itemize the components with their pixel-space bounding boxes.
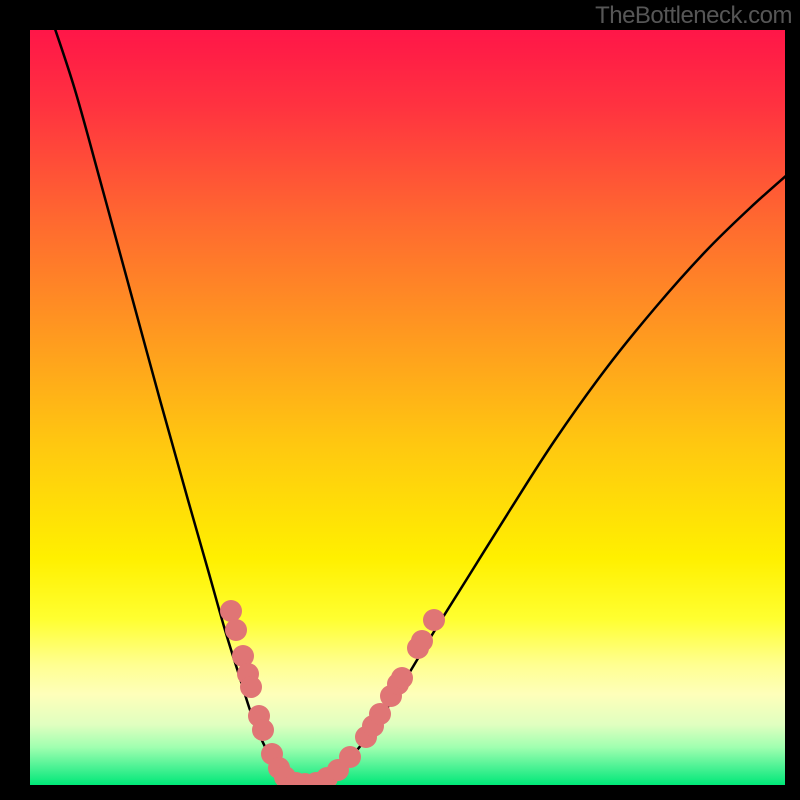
- data-dot: [391, 667, 413, 689]
- data-dot: [225, 619, 247, 641]
- chart-frame: TheBottleneck.com: [0, 0, 800, 800]
- data-dot: [423, 609, 445, 631]
- data-dot: [240, 676, 262, 698]
- data-dot: [252, 719, 274, 741]
- data-dot: [220, 600, 242, 622]
- data-dot: [411, 630, 433, 652]
- plot-svg: [30, 30, 785, 785]
- data-dot: [339, 746, 361, 768]
- watermark-text: TheBottleneck.com: [595, 2, 792, 30]
